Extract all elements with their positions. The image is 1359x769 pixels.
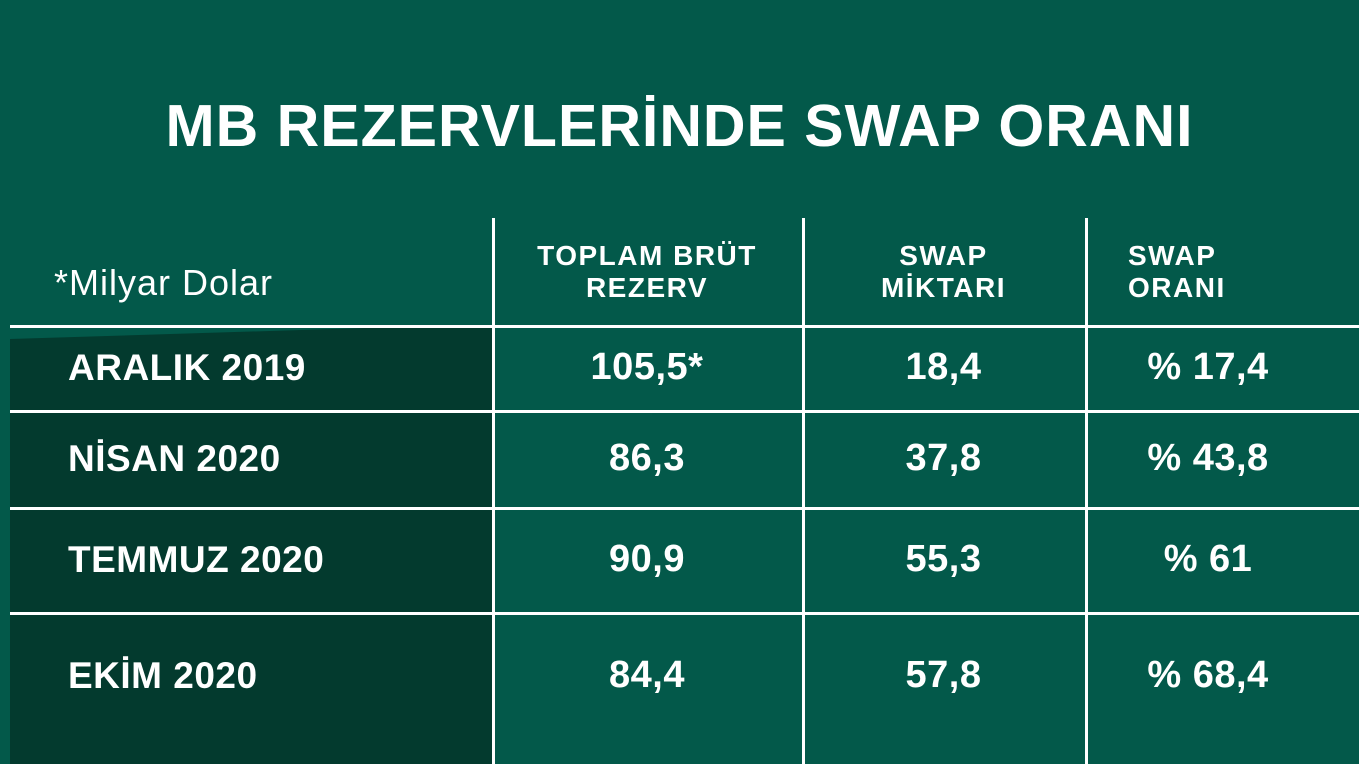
column-divider — [802, 218, 805, 765]
row-label: EKİM 2020 — [68, 654, 258, 696]
bottom-bar — [0, 764, 1359, 769]
row-label: ARALIK 2019 — [68, 346, 306, 388]
page-title: MB REZERVLERİNDE SWAP ORANI — [165, 93, 1194, 159]
column-header-swap-amount: SWAP MİKTARI — [880, 240, 1007, 303]
cell-swap-ratio: % 17,4 — [1147, 346, 1269, 389]
column-header-swap-ratio: SWAP ORANI — [1128, 240, 1226, 303]
cell-swap-amount: 37,8 — [905, 437, 982, 480]
row-label: NİSAN 2020 — [68, 437, 281, 479]
column-divider — [1085, 218, 1088, 765]
cell-swap-amount: 18,4 — [905, 346, 982, 389]
cell-gross-reserve: 90,9 — [609, 538, 685, 581]
row-divider — [10, 325, 1359, 328]
column-divider — [492, 218, 495, 765]
row-divider — [10, 410, 1359, 413]
cell-swap-ratio: % 68,4 — [1147, 654, 1269, 697]
swap-table: *Milyar Dolar TOPLAM BRÜT REZERV SWAP Mİ… — [0, 218, 1359, 765]
row-label: TEMMUZ 2020 — [68, 538, 325, 580]
row-label-background — [10, 328, 492, 765]
row-divider — [10, 507, 1359, 510]
cell-swap-ratio: % 43,8 — [1147, 437, 1269, 480]
cell-swap-amount: 55,3 — [905, 538, 982, 581]
row-divider — [10, 612, 1359, 615]
cell-swap-ratio: % 61 — [1163, 538, 1253, 581]
cell-swap-amount: 57,8 — [905, 654, 982, 697]
unit-note: *Milyar Dolar — [54, 261, 274, 303]
cell-gross-reserve: 86,3 — [609, 437, 685, 480]
column-header-gross-reserve: TOPLAM BRÜT REZERV — [537, 240, 757, 303]
cell-gross-reserve: 84,4 — [609, 654, 685, 697]
cell-gross-reserve: 105,5* — [590, 346, 704, 389]
